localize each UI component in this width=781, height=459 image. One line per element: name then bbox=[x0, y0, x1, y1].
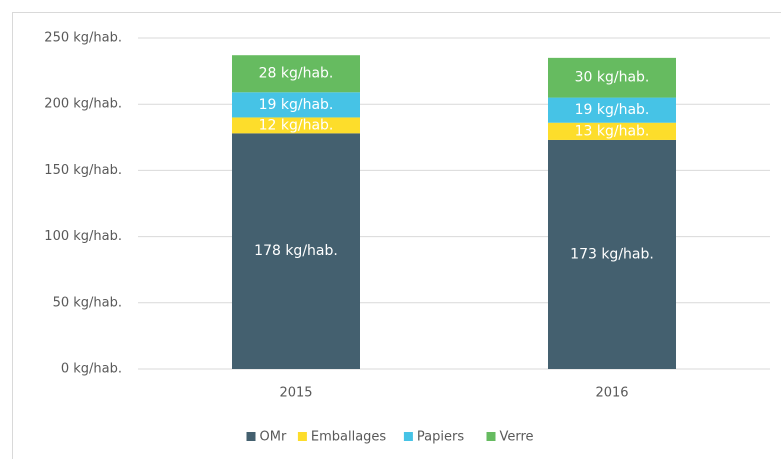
data-label: 28 kg/hab. bbox=[259, 66, 334, 82]
legend-label: OMr bbox=[260, 430, 287, 445]
data-label: 12 kg/hab. bbox=[259, 117, 334, 133]
data-label: 173 kg/hab. bbox=[570, 246, 654, 262]
bar-segment bbox=[232, 92, 360, 118]
legend-label: Verre bbox=[500, 430, 534, 445]
legend-swatch bbox=[246, 432, 256, 441]
bar-segment bbox=[548, 57, 676, 98]
data-label: 13 kg/hab. bbox=[575, 123, 650, 139]
legend-swatch bbox=[403, 432, 413, 441]
y-tick-label: 0 kg/hab. bbox=[61, 362, 122, 377]
bar-segment bbox=[232, 133, 360, 369]
x-tick-label: 2015 bbox=[279, 386, 312, 401]
legend-label: Papiers bbox=[417, 430, 464, 445]
data-label: 30 kg/hab. bbox=[575, 70, 650, 86]
y-tick-label: 200 kg/hab. bbox=[44, 97, 122, 112]
data-label: 19 kg/hab. bbox=[575, 102, 650, 118]
legend-swatch bbox=[486, 432, 496, 441]
x-tick-label: 2016 bbox=[595, 386, 628, 401]
data-label: 178 kg/hab. bbox=[254, 243, 338, 259]
bar-segment bbox=[232, 117, 360, 134]
y-tick-label: 100 kg/hab. bbox=[44, 229, 122, 244]
y-tick-label: 250 kg/hab. bbox=[44, 31, 122, 46]
bar-segment bbox=[548, 122, 676, 140]
bar-segment bbox=[548, 97, 676, 123]
y-tick-label: 150 kg/hab. bbox=[44, 163, 122, 178]
data-label: 19 kg/hab. bbox=[259, 97, 334, 113]
bar-segment bbox=[232, 55, 360, 93]
bar-segment bbox=[548, 139, 676, 369]
y-tick-label: 50 kg/hab. bbox=[53, 295, 122, 310]
legend-label: Emballages bbox=[311, 430, 387, 445]
legend-swatch bbox=[297, 432, 307, 441]
